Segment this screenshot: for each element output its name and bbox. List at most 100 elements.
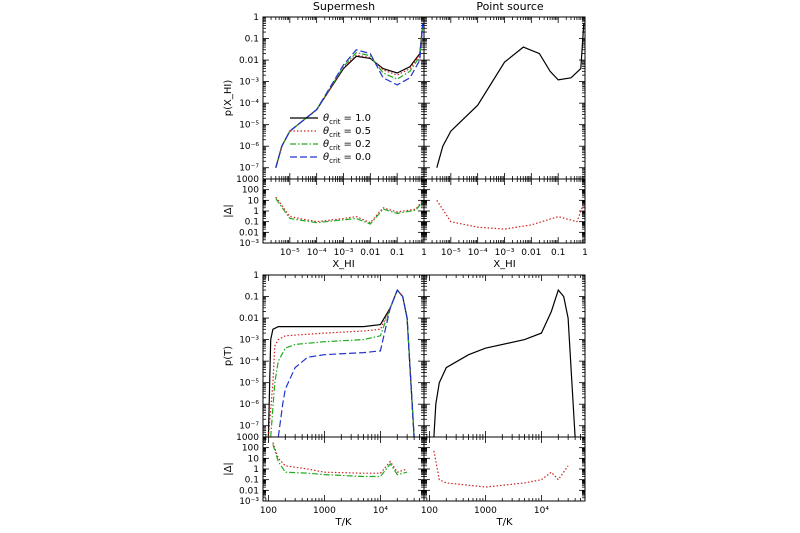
x-tick-label: 0.1 bbox=[551, 248, 565, 258]
series-line-3 bbox=[277, 288, 415, 438]
x-tick-label: 100 bbox=[260, 506, 277, 516]
axis-ticks bbox=[423, 274, 586, 438]
y-tick-label: 1 bbox=[253, 465, 259, 475]
series-line-2 bbox=[275, 198, 424, 225]
legend-sub: crit bbox=[329, 144, 341, 152]
y-axis-label: |Δ| bbox=[223, 204, 234, 218]
x-tick-label: 10⁻⁵ bbox=[441, 248, 461, 258]
x-tick-label: 1 bbox=[421, 248, 427, 258]
y-tick-label: 1 bbox=[253, 207, 259, 217]
x-tick-label: 0.1 bbox=[390, 248, 404, 258]
panel-bottom-right-residual: 100 1000 10⁴ T/K bbox=[421, 436, 586, 528]
legend-symbol: θ bbox=[323, 126, 329, 137]
axis-ticks bbox=[423, 16, 586, 180]
x-tick-label: 10⁻³ bbox=[334, 248, 354, 258]
legend-sub: crit bbox=[329, 118, 341, 126]
series-line-3 bbox=[275, 23, 424, 168]
x-tick-label: 10⁴ bbox=[373, 506, 388, 516]
y-tick-label: 10⁻⁶ bbox=[239, 400, 259, 410]
series-line-2 bbox=[270, 288, 415, 438]
panels: 10⁻⁷10⁻⁶10⁻⁵10⁻⁴10⁻³0.010.11p(X_HI)10⁻³0… bbox=[223, 13, 588, 528]
x-tick-label: 10⁻⁴ bbox=[468, 248, 488, 258]
panel-frame bbox=[262, 274, 425, 438]
axis-ticks bbox=[262, 436, 425, 502]
y-tick-label: 10⁻⁶ bbox=[239, 142, 259, 152]
x-tick-label: 0.01 bbox=[521, 248, 541, 258]
y-tick-label: 10⁻³ bbox=[239, 78, 259, 88]
y-tick-label: 0.1 bbox=[245, 218, 259, 228]
legend-label: θcrit = 0.2 bbox=[323, 139, 371, 152]
panel-top-right bbox=[423, 16, 586, 180]
y-tick-label: 10⁻⁴ bbox=[239, 357, 259, 367]
axis-ticks bbox=[262, 274, 425, 438]
y-tick-label: 0.1 bbox=[245, 35, 259, 45]
y-tick-label: 10⁻³ bbox=[239, 497, 259, 507]
y-tick-label: 1 bbox=[253, 13, 259, 23]
series-line-1 bbox=[267, 288, 415, 438]
col-title-point-source: Point source bbox=[476, 0, 544, 13]
legend-symbol: θ bbox=[323, 139, 329, 150]
series-line-1 bbox=[436, 199, 585, 230]
y-tick-label: 1000 bbox=[236, 175, 259, 185]
y-axis-label: p(T) bbox=[223, 346, 234, 366]
series-line-1 bbox=[272, 442, 408, 474]
axis-ticks bbox=[423, 178, 586, 244]
series-line-1 bbox=[433, 450, 569, 488]
legend-label: θcrit = 1.0 bbox=[323, 113, 371, 126]
y-axis-label: |Δ| bbox=[223, 462, 234, 476]
legend-value: = 0.0 bbox=[344, 152, 371, 163]
legend-value: = 0.2 bbox=[344, 139, 371, 150]
x-tick-label: 10⁻⁴ bbox=[307, 248, 327, 258]
x-axis-label: T/K bbox=[334, 517, 351, 528]
y-tick-label: 100 bbox=[242, 186, 259, 196]
x-tick-label: 10⁻⁵ bbox=[280, 248, 300, 258]
panel-top-right-residual: 10⁻⁵ 10⁻⁴ 10⁻³ 0.01 0.1 1 X_HI bbox=[423, 178, 588, 270]
legend-value: = 1.0 bbox=[344, 113, 371, 124]
legend-sub: crit bbox=[329, 157, 341, 165]
y-tick-label: 10⁻⁵ bbox=[239, 121, 259, 131]
y-axis-label: p(X_HI) bbox=[223, 80, 234, 117]
x-tick-label: 1 bbox=[582, 248, 588, 258]
x-tick-label: 1000 bbox=[474, 506, 497, 516]
legend-label: θcrit = 0.5 bbox=[323, 126, 371, 139]
panel-bottom-left: 10⁻⁷ 10⁻⁶ 10⁻⁵ 10⁻⁴ 10⁻³ 0.01 0.1 1 p(T) bbox=[223, 271, 425, 438]
y-tick-label: 10⁻³ bbox=[239, 336, 259, 346]
y-tick-label: 10⁻⁴ bbox=[239, 99, 259, 109]
series-line-0 bbox=[267, 288, 415, 438]
legend-value: = 0.5 bbox=[344, 126, 371, 137]
panel-frame bbox=[423, 178, 586, 244]
series-line-0 bbox=[436, 23, 585, 168]
y-tick-label: 10⁻⁵ bbox=[239, 379, 259, 389]
legend-symbol: θ bbox=[323, 152, 329, 163]
y-tick-label: 10 bbox=[248, 196, 260, 206]
panel-frame bbox=[423, 436, 586, 502]
y-tick-label: 10 bbox=[248, 454, 260, 464]
x-tick-label: 10⁴ bbox=[534, 506, 549, 516]
series-line-1 bbox=[275, 196, 424, 224]
y-tick-label: 100 bbox=[242, 444, 259, 454]
y-tick-label: 0.01 bbox=[239, 486, 259, 496]
panel-frame bbox=[423, 274, 586, 438]
x-axis-label: X_HI bbox=[332, 259, 354, 270]
y-tick-label: 10⁻⁷ bbox=[239, 422, 259, 432]
panel-frame bbox=[423, 16, 586, 180]
legend-label: θcrit = 0.0 bbox=[323, 152, 371, 165]
y-tick-label: 1000 bbox=[236, 433, 259, 443]
y-tick-label: 0.01 bbox=[239, 314, 259, 324]
y-tick-label: 10⁻³ bbox=[239, 239, 259, 249]
panel-bottom-right bbox=[423, 274, 586, 438]
y-tick-label: 0.01 bbox=[239, 228, 259, 238]
series-line-2 bbox=[272, 444, 408, 478]
x-tick-label: 0.01 bbox=[360, 248, 380, 258]
x-axis-label: T/K bbox=[495, 517, 512, 528]
x-axis-label: X_HI bbox=[493, 259, 515, 270]
y-tick-label: 1 bbox=[253, 271, 259, 281]
x-tick-label: 10⁻³ bbox=[495, 248, 515, 258]
x-tick-label: 1000 bbox=[313, 506, 336, 516]
axis-ticks bbox=[423, 436, 586, 502]
y-tick-label: 10⁻⁷ bbox=[239, 164, 259, 174]
